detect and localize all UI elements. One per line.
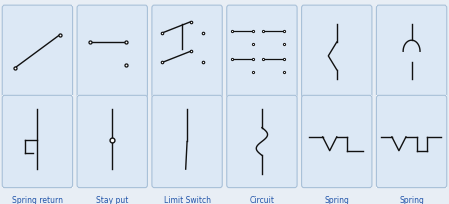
FancyBboxPatch shape [2,96,73,188]
Text: SPDT: SPDT [102,105,122,114]
Text: DPST: DPST [177,105,197,114]
Text: DPDT: DPDT [251,105,273,114]
FancyBboxPatch shape [376,96,447,188]
Text: Spring return: Spring return [12,195,63,204]
Text: Spring
Return 2: Spring Return 2 [321,195,353,204]
FancyBboxPatch shape [376,6,447,98]
FancyBboxPatch shape [302,6,372,98]
FancyBboxPatch shape [302,96,372,188]
Text: Circuit
Breaker: Circuit Breaker [247,195,277,204]
FancyBboxPatch shape [152,6,222,98]
FancyBboxPatch shape [77,6,147,98]
Text: Make
Contact: Make Contact [322,105,352,125]
Text: Stay put: Stay put [96,195,128,204]
FancyBboxPatch shape [227,96,297,188]
FancyBboxPatch shape [152,96,222,188]
FancyBboxPatch shape [2,6,73,98]
Text: SPST: SPST [28,105,47,114]
Text: Break
Contact: Break Contact [396,105,427,125]
Text: Spring
Return 3: Spring Return 3 [395,195,428,204]
Text: Limit Switch: Limit Switch [163,195,211,204]
FancyBboxPatch shape [77,96,147,188]
FancyBboxPatch shape [227,6,297,98]
